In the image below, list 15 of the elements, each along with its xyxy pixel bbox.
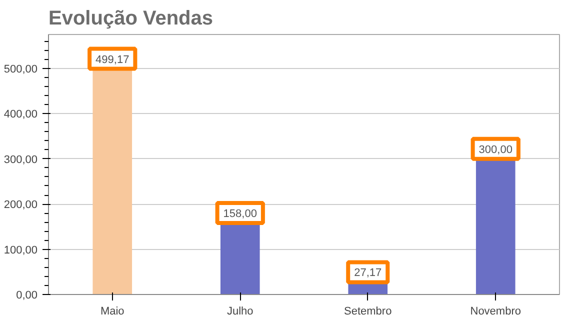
chart-title: Evolução Vendas <box>48 8 214 30</box>
y-tick-label: 200,00 <box>4 199 38 212</box>
y-tick-label: 300,00 <box>4 154 38 166</box>
data-label: 158,00 <box>223 208 257 220</box>
y-tick-label: 100,00 <box>4 244 38 256</box>
data-label: 27,17 <box>354 267 382 280</box>
data-label: 300,00 <box>478 144 512 156</box>
data-label: 499,17 <box>96 54 130 66</box>
x-tick-label: Setembro <box>344 306 392 318</box>
x-tick-label: Julho <box>226 306 254 318</box>
y-tick-label: 0,00 <box>16 290 38 302</box>
x-tick-label: Novembro <box>470 306 522 318</box>
y-tick-label: 400,00 <box>4 108 38 121</box>
x-tick-label: Maio <box>100 306 124 318</box>
y-tick-label: 500,00 <box>4 63 38 76</box>
